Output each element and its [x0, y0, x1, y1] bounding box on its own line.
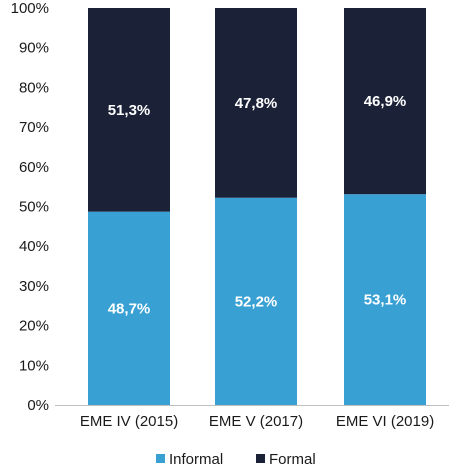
bar-formal-1 [88, 8, 170, 212]
legend: Informal Formal [156, 451, 316, 468]
bar-informal-3 [344, 194, 426, 405]
y-tick-label: 40% [19, 238, 49, 255]
legend-label-formal: Formal [269, 451, 316, 468]
bar-informal-1 [88, 211, 170, 405]
bar-formal-3 [344, 8, 426, 195]
y-tick-label: 70% [19, 119, 49, 136]
y-tick-label: 80% [19, 79, 49, 96]
data-label-formal-2: 47,8% [235, 95, 278, 112]
y-tick-label: 60% [19, 159, 49, 176]
y-tick-label: 20% [19, 318, 49, 335]
y-tick-label: 50% [19, 199, 49, 216]
y-tick-label: 90% [19, 40, 49, 57]
bar-informal-2 [215, 197, 297, 405]
y-axis: 0% 10% 20% 30% 40% 50% 60% 70% 80% 90% 100% [11, 0, 49, 414]
x-category-label: EME VI (2019) [336, 413, 434, 430]
data-label-informal-2: 52,2% [235, 293, 278, 310]
x-category-label: EME V (2017) [209, 413, 303, 430]
legend-swatch-formal [256, 454, 265, 463]
bar-formal-2 [215, 8, 297, 198]
legend-swatch-informal [156, 454, 165, 463]
legend-label-informal: Informal [169, 451, 223, 468]
y-tick-label: 30% [19, 278, 49, 295]
y-tick-label: 10% [19, 357, 49, 374]
bars-group: 48,7% 51,3% 52,2% 47,8% 53,1% 46,9% [88, 8, 426, 405]
data-label-formal-1: 51,3% [108, 102, 151, 119]
x-axis: EME IV (2015) EME V (2017) EME VI (2019) [55, 405, 449, 430]
x-category-label: EME IV (2015) [80, 413, 178, 430]
data-label-informal-3: 53,1% [364, 292, 407, 309]
y-tick-label: 0% [27, 397, 49, 414]
data-label-formal-3: 46,9% [364, 93, 407, 110]
data-label-informal-1: 48,7% [108, 300, 151, 317]
y-tick-label: 100% [11, 0, 49, 17]
